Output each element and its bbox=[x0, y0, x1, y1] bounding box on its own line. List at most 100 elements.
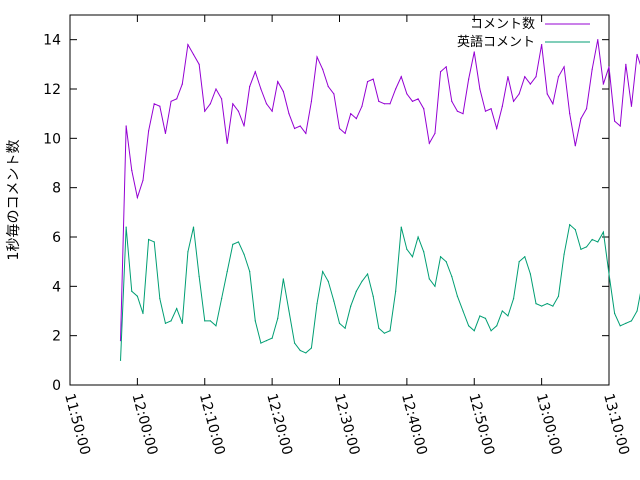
data-point bbox=[282, 90, 284, 93]
data-point bbox=[187, 251, 189, 253]
data-point bbox=[243, 125, 245, 127]
data-point bbox=[215, 325, 217, 327]
y-tick-label: 14 bbox=[43, 33, 61, 49]
data-point bbox=[153, 103, 155, 105]
data-point bbox=[119, 340, 122, 342]
y-tick-label: 6 bbox=[52, 230, 61, 246]
data-point bbox=[299, 349, 301, 352]
data-point bbox=[630, 320, 633, 322]
data-point bbox=[619, 325, 621, 327]
data-point bbox=[490, 108, 492, 110]
data-point bbox=[383, 332, 386, 334]
data-point bbox=[563, 66, 565, 68]
data-point bbox=[529, 273, 531, 275]
data-point bbox=[406, 248, 408, 250]
data-point bbox=[119, 359, 122, 361]
data-point bbox=[417, 98, 419, 100]
data-point bbox=[327, 85, 329, 88]
data-point bbox=[322, 270, 324, 273]
data-point bbox=[316, 303, 318, 305]
series-line-2 bbox=[120, 223, 640, 361]
x-tick-label: 12:10:00 bbox=[196, 392, 228, 457]
data-point bbox=[164, 322, 167, 324]
data-point bbox=[445, 66, 447, 68]
data-point bbox=[355, 290, 357, 292]
data-point bbox=[597, 39, 599, 41]
data-point bbox=[187, 44, 189, 46]
data-point bbox=[473, 51, 475, 53]
data-point bbox=[557, 295, 560, 297]
data-point bbox=[636, 310, 638, 312]
data-point bbox=[535, 303, 537, 305]
data-point bbox=[192, 226, 195, 228]
data-point bbox=[322, 68, 324, 70]
data-point bbox=[524, 76, 526, 78]
data-point bbox=[552, 305, 554, 307]
data-point bbox=[299, 125, 301, 127]
data-point bbox=[366, 273, 369, 275]
data-point bbox=[608, 66, 610, 68]
data-point bbox=[406, 93, 408, 95]
data-point bbox=[170, 100, 172, 102]
data-point bbox=[428, 278, 430, 280]
data-point bbox=[344, 327, 346, 329]
data-point bbox=[209, 320, 211, 322]
y-tick-label: 0 bbox=[52, 378, 61, 394]
data-point bbox=[176, 98, 178, 100]
data-point bbox=[288, 113, 290, 115]
data-point bbox=[524, 256, 526, 258]
data-point bbox=[260, 88, 262, 90]
data-point bbox=[541, 44, 543, 46]
data-point bbox=[625, 63, 627, 65]
data-point bbox=[512, 298, 515, 300]
data-point bbox=[372, 78, 374, 80]
data-point bbox=[327, 280, 329, 282]
data-point bbox=[597, 241, 599, 243]
data-point bbox=[164, 132, 167, 134]
data-point bbox=[400, 226, 402, 228]
data-point bbox=[254, 71, 256, 73]
x-tick-label: 13:00:00 bbox=[533, 392, 565, 457]
data-point bbox=[411, 256, 414, 258]
data-point bbox=[271, 110, 273, 112]
x-tick-label: 12:00:00 bbox=[129, 392, 161, 457]
data-point bbox=[434, 132, 436, 134]
data-point bbox=[378, 100, 380, 102]
data-point bbox=[451, 275, 453, 278]
data-point bbox=[423, 108, 425, 110]
data-point bbox=[125, 226, 127, 228]
data-point bbox=[366, 81, 369, 83]
data-point bbox=[204, 110, 206, 112]
data-point bbox=[496, 325, 498, 327]
data-point bbox=[125, 125, 127, 127]
data-point bbox=[546, 93, 548, 95]
data-point bbox=[378, 327, 380, 329]
data-point bbox=[389, 103, 391, 105]
data-point bbox=[552, 103, 554, 105]
data-point bbox=[501, 310, 503, 312]
data-point bbox=[473, 330, 475, 332]
data-point bbox=[305, 132, 307, 134]
data-point bbox=[630, 105, 633, 107]
data-point bbox=[131, 290, 133, 292]
series-line-1 bbox=[120, 39, 640, 341]
data-point bbox=[507, 315, 509, 317]
tick-labels-layer: 0 2 4 6 8 10 12 14 11:50:00 12:00:00 12:10:00 12:20… bbox=[43, 33, 632, 457]
data-point bbox=[383, 103, 386, 105]
data-point bbox=[462, 310, 464, 312]
data-point bbox=[215, 88, 217, 90]
data-point bbox=[557, 76, 560, 78]
x-tick-label: 12:20:00 bbox=[263, 392, 295, 457]
data-point bbox=[395, 290, 397, 292]
data-point bbox=[496, 127, 498, 130]
data-point bbox=[148, 238, 150, 241]
x-tick-label: 12:40:00 bbox=[398, 392, 430, 457]
data-point bbox=[400, 76, 402, 78]
y-tick-label: 2 bbox=[52, 329, 61, 345]
x-tick-label: 13:10:00 bbox=[600, 392, 632, 457]
data-point bbox=[243, 253, 245, 255]
data-point bbox=[490, 330, 492, 332]
data-point bbox=[136, 295, 138, 297]
data-point bbox=[574, 229, 576, 231]
data-point bbox=[204, 320, 206, 322]
